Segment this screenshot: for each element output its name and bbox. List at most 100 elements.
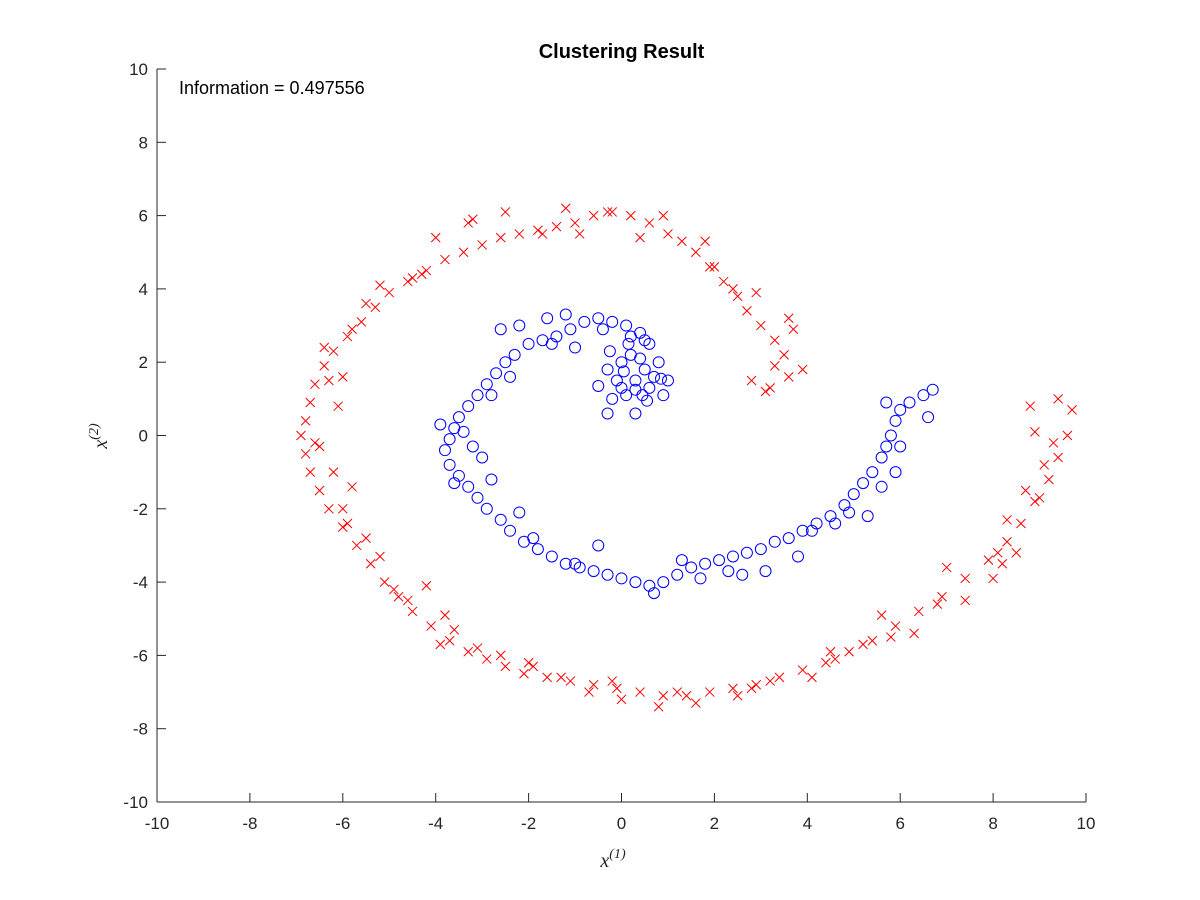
cluster-cross-point xyxy=(337,372,348,382)
cluster-cross-point xyxy=(342,518,353,529)
cluster-circle-point xyxy=(545,550,558,563)
cluster-circle-point xyxy=(843,506,856,519)
cluster-cross-point xyxy=(319,342,330,353)
x-axis-label: x(1) xyxy=(599,847,626,872)
cluster-circle-point xyxy=(875,480,888,493)
cluster-cross-point xyxy=(402,595,413,606)
cluster-cross-point xyxy=(435,639,446,650)
cluster-cross-point xyxy=(909,628,919,639)
cluster-circle-point xyxy=(875,451,888,464)
cluster-cross-point xyxy=(1016,518,1026,529)
cluster-cross-point xyxy=(700,236,710,247)
y-axis-label: x(2) xyxy=(87,423,112,450)
cluster-cross-point xyxy=(361,533,371,543)
cluster-cross-point xyxy=(314,485,325,496)
x-tick-label: 0 xyxy=(617,814,626,833)
cluster-circle-point xyxy=(606,315,619,328)
cluster-cross-point xyxy=(389,584,399,595)
cluster-circle-point xyxy=(480,378,493,391)
y-axis-label-base: x xyxy=(90,440,112,450)
x-tick-label: 10 xyxy=(1077,814,1096,833)
cluster-cross-point xyxy=(746,683,757,694)
cluster-cross-point xyxy=(755,320,766,331)
ticks: -10 -8 -6 -4 -2 0 2 4 6 8 10 -10 -8 -6 -4 -2 0 2 4 6 8 10 xyxy=(123,60,1095,833)
y-tick-label: 2 xyxy=(139,353,148,372)
cluster-cross-point xyxy=(1043,474,1054,485)
cluster-cross-point xyxy=(783,313,794,324)
cluster-cross-point xyxy=(607,207,618,217)
cluster-cross-point xyxy=(500,207,511,217)
y-tick-label: -8 xyxy=(133,720,148,739)
cluster-circle-point xyxy=(699,557,712,570)
cluster-cross-point xyxy=(988,573,998,584)
cluster-circle-point xyxy=(638,334,651,347)
cluster-cross-point xyxy=(941,562,952,573)
cluster-circle-point xyxy=(657,389,670,402)
y-tick-label: 8 xyxy=(139,133,148,152)
x-axis-label-base: x xyxy=(599,850,609,872)
cluster-cross-point xyxy=(375,551,385,562)
cluster-circle-point xyxy=(592,539,605,552)
cluster-cross-point xyxy=(407,273,418,283)
cluster-circle-point xyxy=(652,356,665,369)
y-tick-label: -4 xyxy=(133,573,148,592)
cluster-cross-point xyxy=(830,654,841,664)
x-tick-label: 8 xyxy=(988,814,997,833)
x-tick-label: -4 xyxy=(428,814,443,833)
cluster-circle-point xyxy=(541,312,554,325)
cluster-circle-point xyxy=(792,550,805,563)
cluster-circle-point xyxy=(504,370,517,383)
cluster-circle-point xyxy=(587,565,600,578)
cluster-cross-point xyxy=(328,346,339,357)
cluster-circle-point xyxy=(494,513,507,526)
cluster-cross-point xyxy=(797,665,808,675)
cluster-cross-point xyxy=(732,690,743,701)
cluster-circle-point xyxy=(443,458,456,471)
cluster-cross-point xyxy=(742,306,752,316)
cluster-cross-point xyxy=(844,646,854,657)
cluster-cross-point xyxy=(528,661,539,672)
cluster-circle-point xyxy=(617,365,630,378)
cluster-cross-point xyxy=(570,218,580,228)
cluster-cross-point xyxy=(523,657,534,668)
cluster-circle-point xyxy=(438,444,451,457)
cluster-circle-point xyxy=(889,466,902,479)
cluster-cross-point xyxy=(960,595,971,606)
cluster-circle-point xyxy=(643,381,656,394)
cluster-cross-point xyxy=(769,361,780,371)
cluster-cross-point xyxy=(616,694,627,705)
cluster-cross-point xyxy=(992,547,1003,558)
cluster-cross-point xyxy=(495,650,506,661)
cluster-circle-point xyxy=(643,579,656,592)
cluster-circle-point xyxy=(926,383,939,396)
information-annotation: Information = 0.497556 xyxy=(179,78,365,98)
cluster-cross-point xyxy=(351,540,362,551)
cluster-cross-point xyxy=(514,229,525,239)
cluster-cross-point xyxy=(556,672,566,683)
cluster-circle-point xyxy=(829,517,842,530)
cluster-cross-point xyxy=(500,661,511,672)
x-tick-label: -2 xyxy=(521,814,536,833)
y-tick-label: 0 xyxy=(139,427,148,446)
cluster-circle-point xyxy=(531,543,544,556)
cluster-circle-point xyxy=(559,308,572,321)
cluster-cross-point xyxy=(463,218,474,228)
cluster-cross-point xyxy=(602,207,613,217)
cluster-cross-point xyxy=(314,441,325,452)
cluster-circle-point xyxy=(596,323,609,336)
x-tick-label: -8 xyxy=(242,814,257,833)
cluster-cross-point xyxy=(704,262,715,272)
cluster-cross-point xyxy=(825,646,836,657)
cluster-cross-point xyxy=(319,361,330,371)
cluster-cross-point xyxy=(305,397,316,408)
cluster-circle-point xyxy=(648,370,661,383)
cluster-circle-point xyxy=(480,502,493,515)
cluster-cross-point xyxy=(635,232,645,243)
cluster-circle-point xyxy=(545,337,558,350)
chart-title: Clustering Result xyxy=(539,41,705,63)
cluster-cross-point xyxy=(375,280,385,291)
cluster-cross-point xyxy=(468,214,478,225)
cluster-cross-point xyxy=(718,276,729,287)
cluster-cross-point xyxy=(537,229,548,239)
cluster-circle-point xyxy=(443,433,456,446)
